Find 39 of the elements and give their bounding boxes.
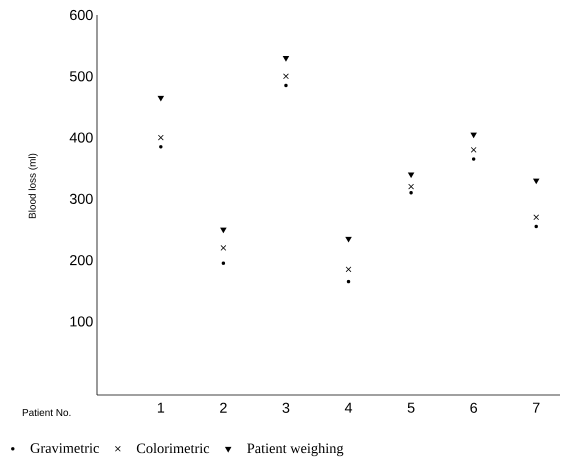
point [159, 145, 163, 148]
point [408, 184, 414, 190]
legend-label: Colorimetric [136, 443, 210, 454]
y-tick-label: 200 [70, 255, 93, 266]
point [533, 178, 540, 184]
point [220, 245, 226, 251]
point [472, 157, 476, 161]
point [534, 224, 538, 228]
x-tick-label: 4 [344, 402, 352, 413]
point [470, 146, 477, 153]
x-tick-label: 7 [532, 402, 540, 413]
y-tick-label: 300 [70, 194, 93, 204]
point [220, 228, 226, 233]
x-tick-label: 1 [158, 402, 164, 413]
point [408, 172, 414, 178]
point [282, 56, 289, 62]
point [346, 236, 352, 242]
point [470, 132, 477, 138]
x-tick-label: 3 [282, 402, 290, 413]
point [283, 73, 289, 80]
point [346, 266, 352, 272]
point [533, 214, 540, 220]
point [409, 191, 413, 194]
point [284, 84, 288, 88]
x-axis-title: Patient No. [22, 408, 70, 416]
y-tick-label: 500 [70, 71, 93, 82]
legend-label: Patient weighing [247, 443, 344, 456]
point [158, 96, 164, 102]
point [158, 134, 164, 140]
legend-label: Gravimetric [30, 443, 99, 453]
y-tick-label: 400 [70, 132, 93, 143]
x-tick-label: 2 [220, 402, 227, 413]
y-axis-title: Blood loss (ml) [28, 154, 38, 218]
y-tick-label: 100 [70, 316, 93, 327]
x-tick-label: 6 [470, 402, 478, 413]
point [222, 262, 226, 265]
x-tick-label: 5 [408, 402, 414, 413]
y-tick-label: 600 [70, 10, 93, 20]
point [346, 280, 350, 284]
